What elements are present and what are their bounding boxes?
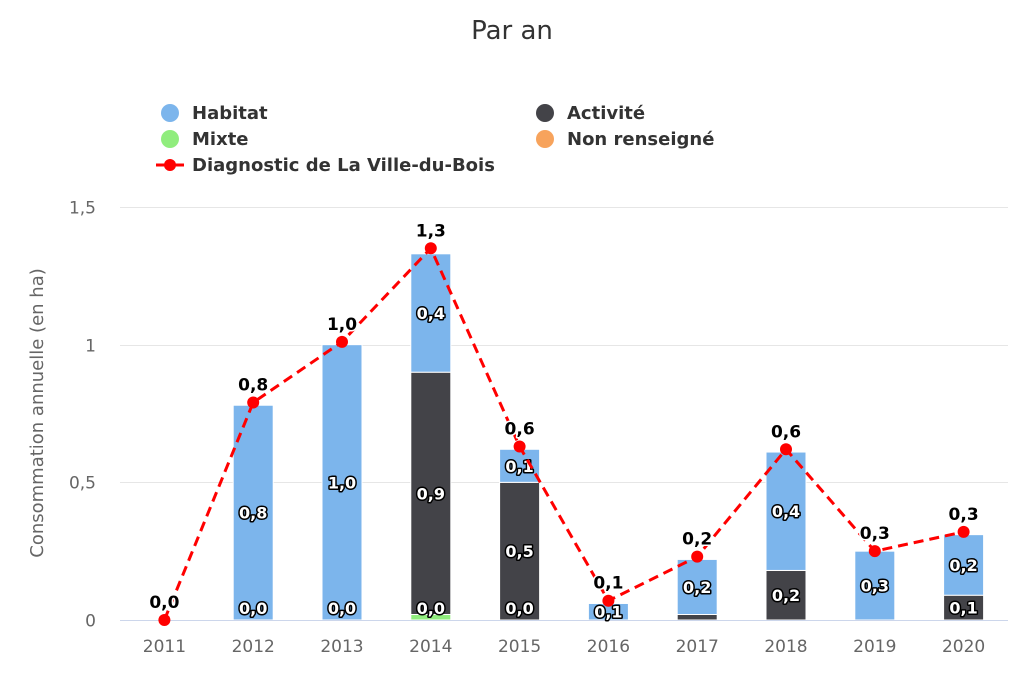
- bar-label-activite: 0,9: [417, 484, 445, 503]
- legend-label: Diagnostic de La Ville-du-Bois: [192, 155, 495, 176]
- bar-habitat[interactable]: [410, 253, 452, 373]
- legend-marker: [536, 104, 554, 122]
- bar-label-habitat: 0,1: [594, 603, 622, 622]
- line-point[interactable]: [868, 545, 881, 558]
- legend-marker: [161, 104, 179, 122]
- bar-habitat[interactable]: [765, 451, 807, 571]
- x-tick-label: 2012: [232, 637, 275, 657]
- line-point[interactable]: [336, 335, 348, 348]
- bar-label-habitat: 0,3: [861, 577, 889, 596]
- x-axis-ticks: 2011 2012 2013 2014 2015 2016 2017 2018 2019 2020: [143, 637, 985, 657]
- y-axis-title: Consommation annuelle (en ha): [27, 268, 48, 558]
- legend-marker: [536, 130, 554, 148]
- bar-label-activite: 0,2: [772, 586, 800, 605]
- line-point[interactable]: [513, 440, 526, 453]
- x-tick-label: 2018: [764, 637, 807, 657]
- line-point-label: 0,3: [860, 524, 890, 544]
- x-tick-label: 2011: [143, 637, 186, 657]
- x-tick-label: 2016: [587, 637, 630, 657]
- bar-habitat[interactable]: [854, 550, 896, 621]
- y-tick-label: 1,5: [69, 199, 96, 219]
- line-point[interactable]: [247, 396, 260, 409]
- line-point[interactable]: [424, 242, 437, 255]
- legend-marker: [161, 130, 179, 148]
- bar-label-habitat: 0,8: [239, 504, 267, 523]
- bar-habitat[interactable]: [232, 404, 274, 621]
- bar-label-mixte: 0,0: [505, 599, 533, 618]
- line-point-label: 0,6: [505, 420, 535, 440]
- bar-label-activite: 0,1: [949, 599, 977, 618]
- bar-label-mixte: 0,0: [328, 599, 356, 618]
- x-tick-label: 2020: [942, 637, 985, 657]
- legend[interactable]: Habitat Activité Mixte Non renseigné Diagnos…: [156, 103, 714, 176]
- bar-habitat[interactable]: [676, 558, 718, 615]
- y-tick-label: 0,5: [69, 474, 96, 494]
- bar-data-labels: 0,0 0,8 0,0 1,0 0,0 0,9 0,4 0,0 0,5 0,1 0,1 0,2 0,2 0…: [238, 303, 980, 624]
- x-tick-label: 2015: [498, 637, 541, 657]
- line-point[interactable]: [602, 594, 615, 607]
- line-point[interactable]: [957, 525, 970, 538]
- bar-activite[interactable]: [676, 613, 718, 621]
- chart-title: Par an: [471, 16, 553, 46]
- legend-item-non-renseigne[interactable]: Non renseigné: [536, 129, 714, 150]
- legend-item-diagnostic-de-la-ville-du-bois[interactable]: Diagnostic de La Ville-du-Bois: [156, 155, 495, 176]
- line-diagnostic-de-la-ville-du-bois: [163, 245, 964, 621]
- line-point-label: 0,3: [949, 505, 979, 525]
- legend-label: Mixte: [192, 129, 249, 150]
- legend-item-mixte[interactable]: Mixte: [161, 129, 249, 150]
- legend-marker: [164, 159, 176, 171]
- bar-habitat[interactable]: [499, 448, 541, 483]
- bar-label-mixte: 0,0: [417, 599, 445, 618]
- legend-item-activite[interactable]: Activité: [536, 103, 645, 124]
- y-tick-label: 0: [85, 612, 96, 632]
- bar-label-habitat: 0,2: [949, 556, 977, 575]
- line-point-label: 1,3: [416, 221, 446, 241]
- bars: [232, 253, 985, 621]
- x-tick-label: 2014: [409, 637, 452, 657]
- line-point[interactable]: [158, 614, 171, 626]
- bar-activite[interactable]: [765, 569, 807, 621]
- y-tick-label: 1: [85, 337, 96, 357]
- line-point-label: 0,1: [593, 574, 623, 594]
- line-data-labels: 0,0 0,8 1,0 1,3 0,6 0,1 0,2 0,6 0,3 0,3: [148, 220, 980, 615]
- line-point-label: 0,6: [771, 422, 801, 442]
- bar-label-habitat: 1,0: [328, 473, 356, 492]
- line-point-label: 1,0: [327, 315, 357, 335]
- line-point-label: 0,2: [682, 530, 712, 550]
- bar-activite[interactable]: [499, 481, 541, 621]
- bar-label-activite: 0,5: [505, 542, 533, 561]
- legend-label: Non renseigné: [567, 129, 714, 150]
- line-point-label: 0,8: [238, 375, 268, 395]
- bar-label-habitat: 0,4: [417, 304, 445, 323]
- line-point[interactable]: [780, 443, 792, 456]
- bar-label-habitat: 0,4: [772, 502, 800, 521]
- bar-label-mixte: 0,0: [239, 599, 267, 618]
- x-tick-label: 2019: [853, 637, 896, 657]
- y-axis-ticks: 0 0,5 1 1,5: [69, 199, 96, 632]
- legend-label: Activité: [567, 103, 645, 124]
- line-point-label: 0,0: [149, 593, 179, 613]
- bar-activite[interactable]: [410, 371, 452, 615]
- x-tick-label: 2017: [676, 637, 719, 657]
- legend-item-habitat[interactable]: Habitat: [161, 103, 268, 124]
- legend-label: Habitat: [192, 103, 268, 124]
- x-tick-label: 2013: [320, 637, 363, 657]
- line-series: [158, 242, 970, 626]
- line-point[interactable]: [691, 550, 704, 563]
- bar-label-habitat: 0,2: [683, 578, 711, 597]
